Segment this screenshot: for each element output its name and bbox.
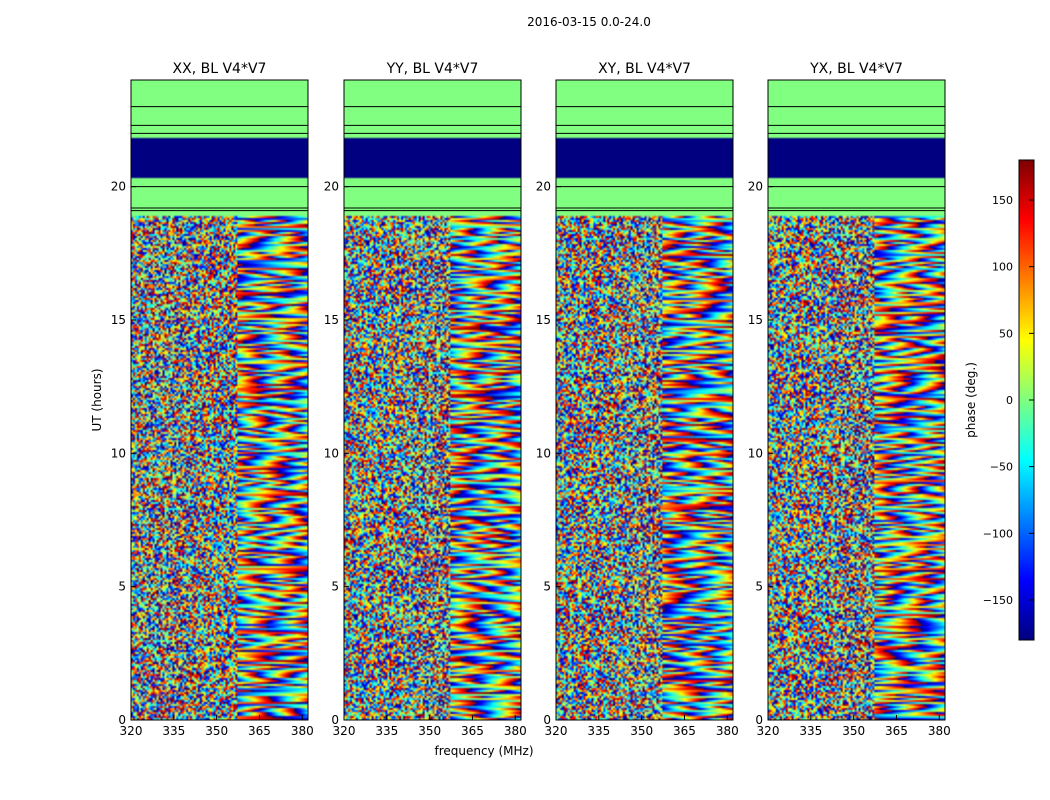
panel-title: YX, BL V4*V7: [809, 61, 903, 77]
x-tick-label: 380: [716, 724, 739, 738]
y-tick-label: 0: [543, 713, 551, 727]
heatmap-image-4: [768, 80, 945, 720]
y-tick-label: 5: [543, 580, 551, 594]
x-tick-label: 350: [418, 724, 441, 738]
x-tick-label: 320: [120, 724, 143, 738]
y-tick-label: 15: [324, 313, 339, 327]
axes-frame: [130, 79, 309, 721]
panel-title: YY, BL V4*V7: [386, 61, 479, 77]
x-tick-label: 320: [333, 724, 356, 738]
y-tick-label: 5: [118, 580, 126, 594]
colorbar: 150 100 50 0 −50 −100 −150 phase (deg.): [964, 159, 1035, 641]
panel-2: YY, BL V4*V7 320 335 350 365 380 0 5 10 15 20: [324, 61, 527, 738]
y-axis-label: UT (hours): [90, 368, 104, 431]
y-tick-label: 10: [111, 446, 126, 460]
y-tick-label: 0: [331, 713, 339, 727]
colorbar-tick-label: 50: [999, 327, 1013, 340]
colorbar-tick-label: −150: [983, 594, 1013, 607]
y-tick-label: 15: [748, 313, 763, 327]
colorbar-tick-label: 150: [992, 194, 1013, 207]
x-tick-label: 335: [587, 724, 610, 738]
y-tick-label: 0: [755, 713, 763, 727]
y-tick-label: 5: [755, 580, 763, 594]
heatmap-image-1: [131, 80, 308, 720]
x-tick-label: 380: [504, 724, 527, 738]
colorbar-tick-label: 100: [992, 261, 1013, 274]
y-tick-label: 20: [536, 180, 551, 194]
x-tick-label: 335: [162, 724, 185, 738]
x-tick-label: 350: [842, 724, 865, 738]
y-tick-label: 5: [331, 580, 339, 594]
x-tick-label: 335: [375, 724, 398, 738]
y-tick-label: 20: [111, 180, 126, 194]
colorbar-tick-label: −50: [990, 461, 1013, 474]
heatmap-image-2: [344, 80, 521, 720]
x-tick-label: 335: [799, 724, 822, 738]
axes-frame: [343, 79, 522, 721]
colorbar-label: phase (deg.): [964, 362, 978, 438]
y-tick-label: 10: [324, 446, 339, 460]
panel-4: YX, BL V4*V7 320 335 350 365 380 0 5 10 15 20: [748, 61, 951, 738]
panel-3: XY, BL V4*V7 320 335 350 365 380 0 5 10 15 20: [536, 61, 739, 738]
colorbar-tick-label: −100: [983, 527, 1013, 540]
y-tick-label: 20: [748, 180, 763, 194]
x-tick-label: 350: [630, 724, 653, 738]
x-tick-label: 365: [248, 724, 271, 738]
axes-frame: [767, 79, 946, 721]
colorbar-ticks: 150 100 50 0 −50 −100 −150: [983, 194, 1034, 607]
panel-title: XX, BL V4*V7: [173, 61, 267, 77]
y-tick-label: 10: [748, 446, 763, 460]
x-tick-label: 365: [461, 724, 484, 738]
x-tick-label: 350: [205, 724, 228, 738]
y-tick-label: 15: [111, 313, 126, 327]
y-tick-label: 0: [118, 713, 126, 727]
panel-title: XY, BL V4*V7: [598, 61, 691, 77]
figure-suptitle: 2016-03-15 0.0-24.0: [527, 15, 651, 29]
x-tick-label: 320: [545, 724, 568, 738]
y-tick-label: 10: [536, 446, 551, 460]
x-axis-label: frequency (MHz): [434, 744, 533, 758]
x-tick-label: 365: [885, 724, 908, 738]
x-tick-label: 380: [291, 724, 314, 738]
y-tick-label: 15: [536, 313, 551, 327]
x-tick-label: 365: [673, 724, 696, 738]
heatmap-image-3: [556, 80, 733, 720]
x-tick-label: 380: [928, 724, 951, 738]
y-tick-label: 20: [324, 180, 339, 194]
panel-1: XX, BL V4*V7 320 335 350 365 380 0 5 10 15 20: [111, 61, 314, 738]
axes-frame: [555, 79, 734, 721]
colorbar-tick-label: 0: [1006, 394, 1013, 407]
x-tick-label: 320: [757, 724, 780, 738]
